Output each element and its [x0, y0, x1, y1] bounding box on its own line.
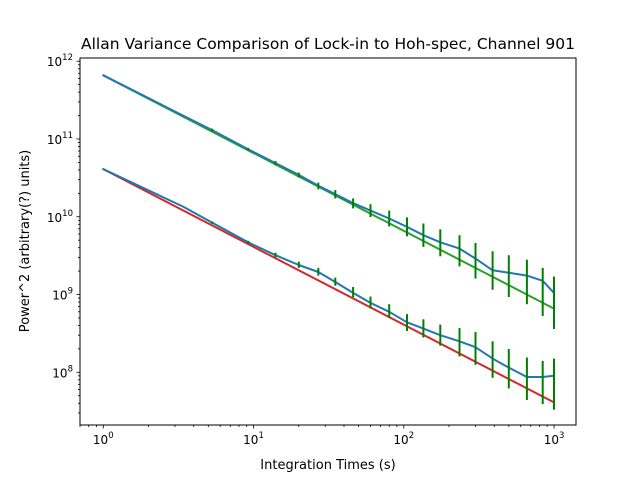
x-axis-label: Integration Times (s)	[260, 458, 395, 473]
y-tick-label: 1011	[47, 131, 73, 147]
x-tick-label: 100	[93, 431, 114, 447]
x-tick-label: 102	[393, 431, 414, 447]
y-axis-ticks: 108 109 1010 1011 1012	[47, 53, 80, 414]
plot-frame	[79, 57, 577, 426]
x-axis-ticks: 100 101 102 103	[79, 425, 565, 447]
series-line-2	[102, 168, 555, 404]
plot-marks	[102, 74, 555, 410]
y-tick-label: 1012	[47, 53, 73, 69]
y-tick-label: 1010	[47, 209, 73, 225]
x-tick-label: 103	[544, 431, 565, 447]
y-axis-label: Power^2 (arbitrary(?) units)	[18, 150, 33, 333]
y-tick-label: 108	[52, 364, 73, 380]
x-tick-label: 101	[243, 431, 264, 447]
y-tick-label: 109	[52, 287, 73, 303]
chart-title: Allan Variance Comparison of Lock-in to …	[81, 35, 575, 53]
